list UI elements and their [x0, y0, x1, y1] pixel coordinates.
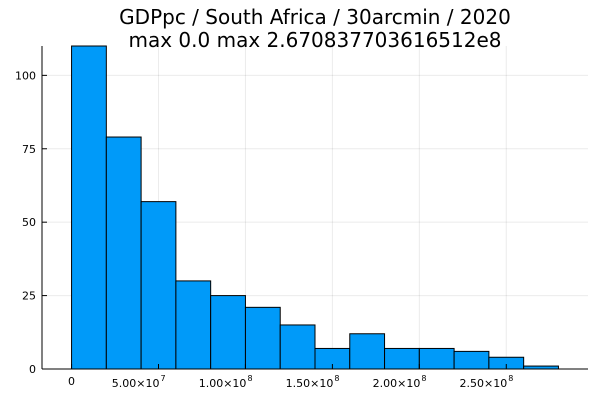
y-tick-label: 0	[29, 363, 36, 376]
chart-title: GDPpc / South Africa / 30arcmin / 2020	[119, 5, 511, 29]
x-tick-label: 1.00×10 8	[199, 374, 253, 390]
x-tick-mantissa: 2.00×10	[373, 377, 421, 390]
x-tick-label: 1.50×10 8	[286, 374, 340, 390]
y-tick-label: 25	[22, 290, 36, 303]
y-ticks: 0 25 50 75 100	[15, 69, 47, 376]
x-ticks: 0 5.00×10 7 1.00×10 8 1.50×10 8 2.00×10 8 2.50×10…	[68, 364, 513, 390]
x-tick-exponent: 8	[334, 374, 339, 383]
axes	[41, 46, 588, 370]
histogram-bar	[349, 333, 386, 370]
x-tick-mantissa: 1.50×10	[286, 377, 334, 390]
histogram-bar	[244, 306, 281, 370]
histogram-bar	[105, 136, 142, 370]
histogram-bar	[210, 295, 246, 370]
y-tick-label: 100	[15, 69, 36, 82]
x-tick-exponent: 8	[421, 374, 426, 383]
histogram-bar	[418, 347, 455, 370]
histogram-bar	[384, 347, 420, 370]
x-tick-mantissa: 1.00×10	[199, 377, 247, 390]
x-tick-exponent: 8	[508, 374, 513, 383]
bar-series	[71, 45, 559, 370]
y-tick-label: 75	[22, 143, 36, 156]
x-tick-exponent: 7	[161, 374, 166, 383]
histogram-bar	[279, 324, 316, 370]
histogram-bar	[175, 280, 212, 370]
histogram-bar	[140, 201, 177, 370]
histogram-bar	[71, 45, 107, 370]
histogram-bar	[453, 350, 490, 370]
x-tick-label: 2.50×10 8	[460, 374, 514, 390]
x-tick-mantissa: 5.00×10	[112, 377, 160, 390]
x-tick-label: 5.00×10 7	[112, 374, 166, 390]
y-tick-label: 50	[22, 216, 36, 229]
x-tick-label: 2.00×10 8	[373, 374, 427, 390]
x-tick-label: 0	[68, 375, 75, 388]
x-tick-mantissa: 2.50×10	[460, 377, 508, 390]
x-tick-exponent: 8	[247, 374, 252, 383]
chart-subtitle: max 0.0 max 2.670837703616512e8	[128, 28, 501, 52]
